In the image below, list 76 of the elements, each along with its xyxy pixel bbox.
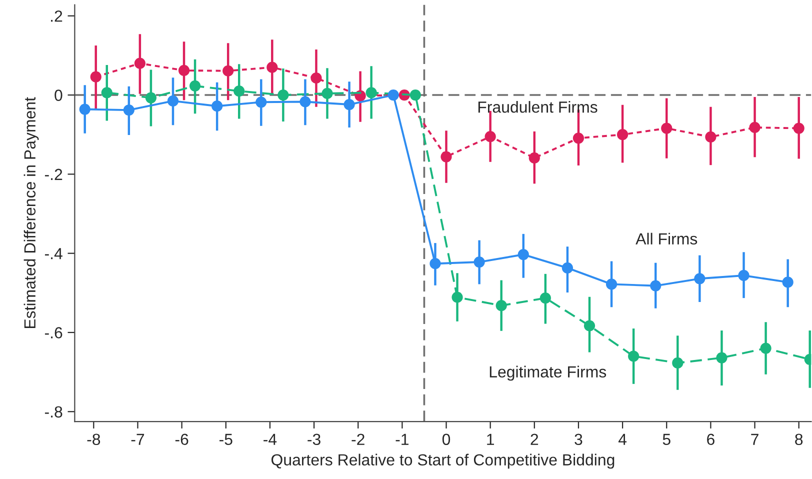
point: [694, 273, 706, 284]
point: [189, 80, 201, 92]
point: [310, 72, 322, 84]
point: [672, 357, 684, 369]
y-tick-label: 0: [54, 90, 62, 101]
point: [300, 96, 311, 108]
x-tick-label: 5: [662, 434, 670, 446]
point: [145, 92, 157, 104]
y-tick-label: .2: [51, 10, 62, 22]
y-axis-title: Estimated Difference in Payment: [24, 97, 39, 328]
point: [760, 342, 772, 354]
series-label: All Firms: [636, 232, 698, 245]
point: [366, 87, 377, 98]
point: [212, 100, 223, 112]
point: [650, 280, 662, 292]
point: [344, 98, 355, 110]
point: [496, 300, 507, 312]
point: [540, 292, 551, 304]
x-tick-label: 3: [574, 434, 582, 446]
x-tick-label: 6: [707, 434, 714, 446]
point: [738, 270, 750, 282]
point: [782, 276, 794, 288]
point: [101, 87, 112, 98]
x-tick-label: -6: [175, 434, 188, 446]
point: [167, 95, 179, 107]
point: [584, 320, 596, 332]
x-tick-label: -5: [219, 434, 232, 446]
point: [134, 58, 146, 69]
point: [234, 86, 245, 97]
x-tick-label: 1: [487, 434, 494, 445]
point: [716, 352, 728, 364]
point: [256, 96, 267, 108]
y-tick-label: -.6: [44, 327, 62, 338]
point: [222, 65, 234, 76]
point: [518, 248, 529, 260]
x-tick-label: 4: [618, 434, 627, 445]
point: [606, 278, 618, 290]
point: [178, 64, 190, 76]
y-tick-label: -.4: [44, 248, 62, 260]
x-tick-label: -2: [352, 434, 364, 445]
point: [452, 292, 463, 303]
point: [278, 89, 289, 101]
point: [616, 129, 628, 140]
x-tick-label: 7: [751, 434, 758, 445]
point: [410, 89, 421, 101]
x-axis-title: Quarters Relative to Start of Competitive Bidding: [271, 454, 614, 469]
point: [484, 131, 496, 142]
x-tick-label: -4: [264, 434, 277, 445]
x-tick-label: 2: [530, 434, 538, 445]
x-tick-label: -8: [87, 434, 100, 446]
x-tick-label: 8: [795, 434, 803, 446]
point: [90, 71, 102, 82]
point: [430, 258, 441, 270]
point: [572, 132, 584, 144]
point: [266, 62, 278, 73]
y-tick-label: -.2: [44, 168, 62, 180]
series-label: Legitimate Firms: [490, 366, 606, 381]
point: [661, 122, 672, 134]
x-tick-label: 0: [442, 434, 450, 446]
point: [474, 256, 485, 268]
point: [628, 350, 640, 362]
point: [388, 89, 399, 101]
x-tick-label: -7: [131, 434, 144, 445]
point: [749, 122, 760, 134]
series-label: Fraudulent Firms: [478, 101, 598, 113]
x-tick-label: -3: [308, 434, 320, 446]
point: [123, 104, 134, 116]
point: [793, 122, 804, 134]
x-tick-label: -1: [396, 434, 408, 445]
point: [528, 152, 540, 164]
point: [562, 262, 574, 274]
y-tick-label: -.8: [44, 406, 62, 418]
point: [705, 131, 716, 143]
point: [440, 151, 452, 162]
point: [79, 104, 90, 115]
point: [322, 88, 333, 99]
